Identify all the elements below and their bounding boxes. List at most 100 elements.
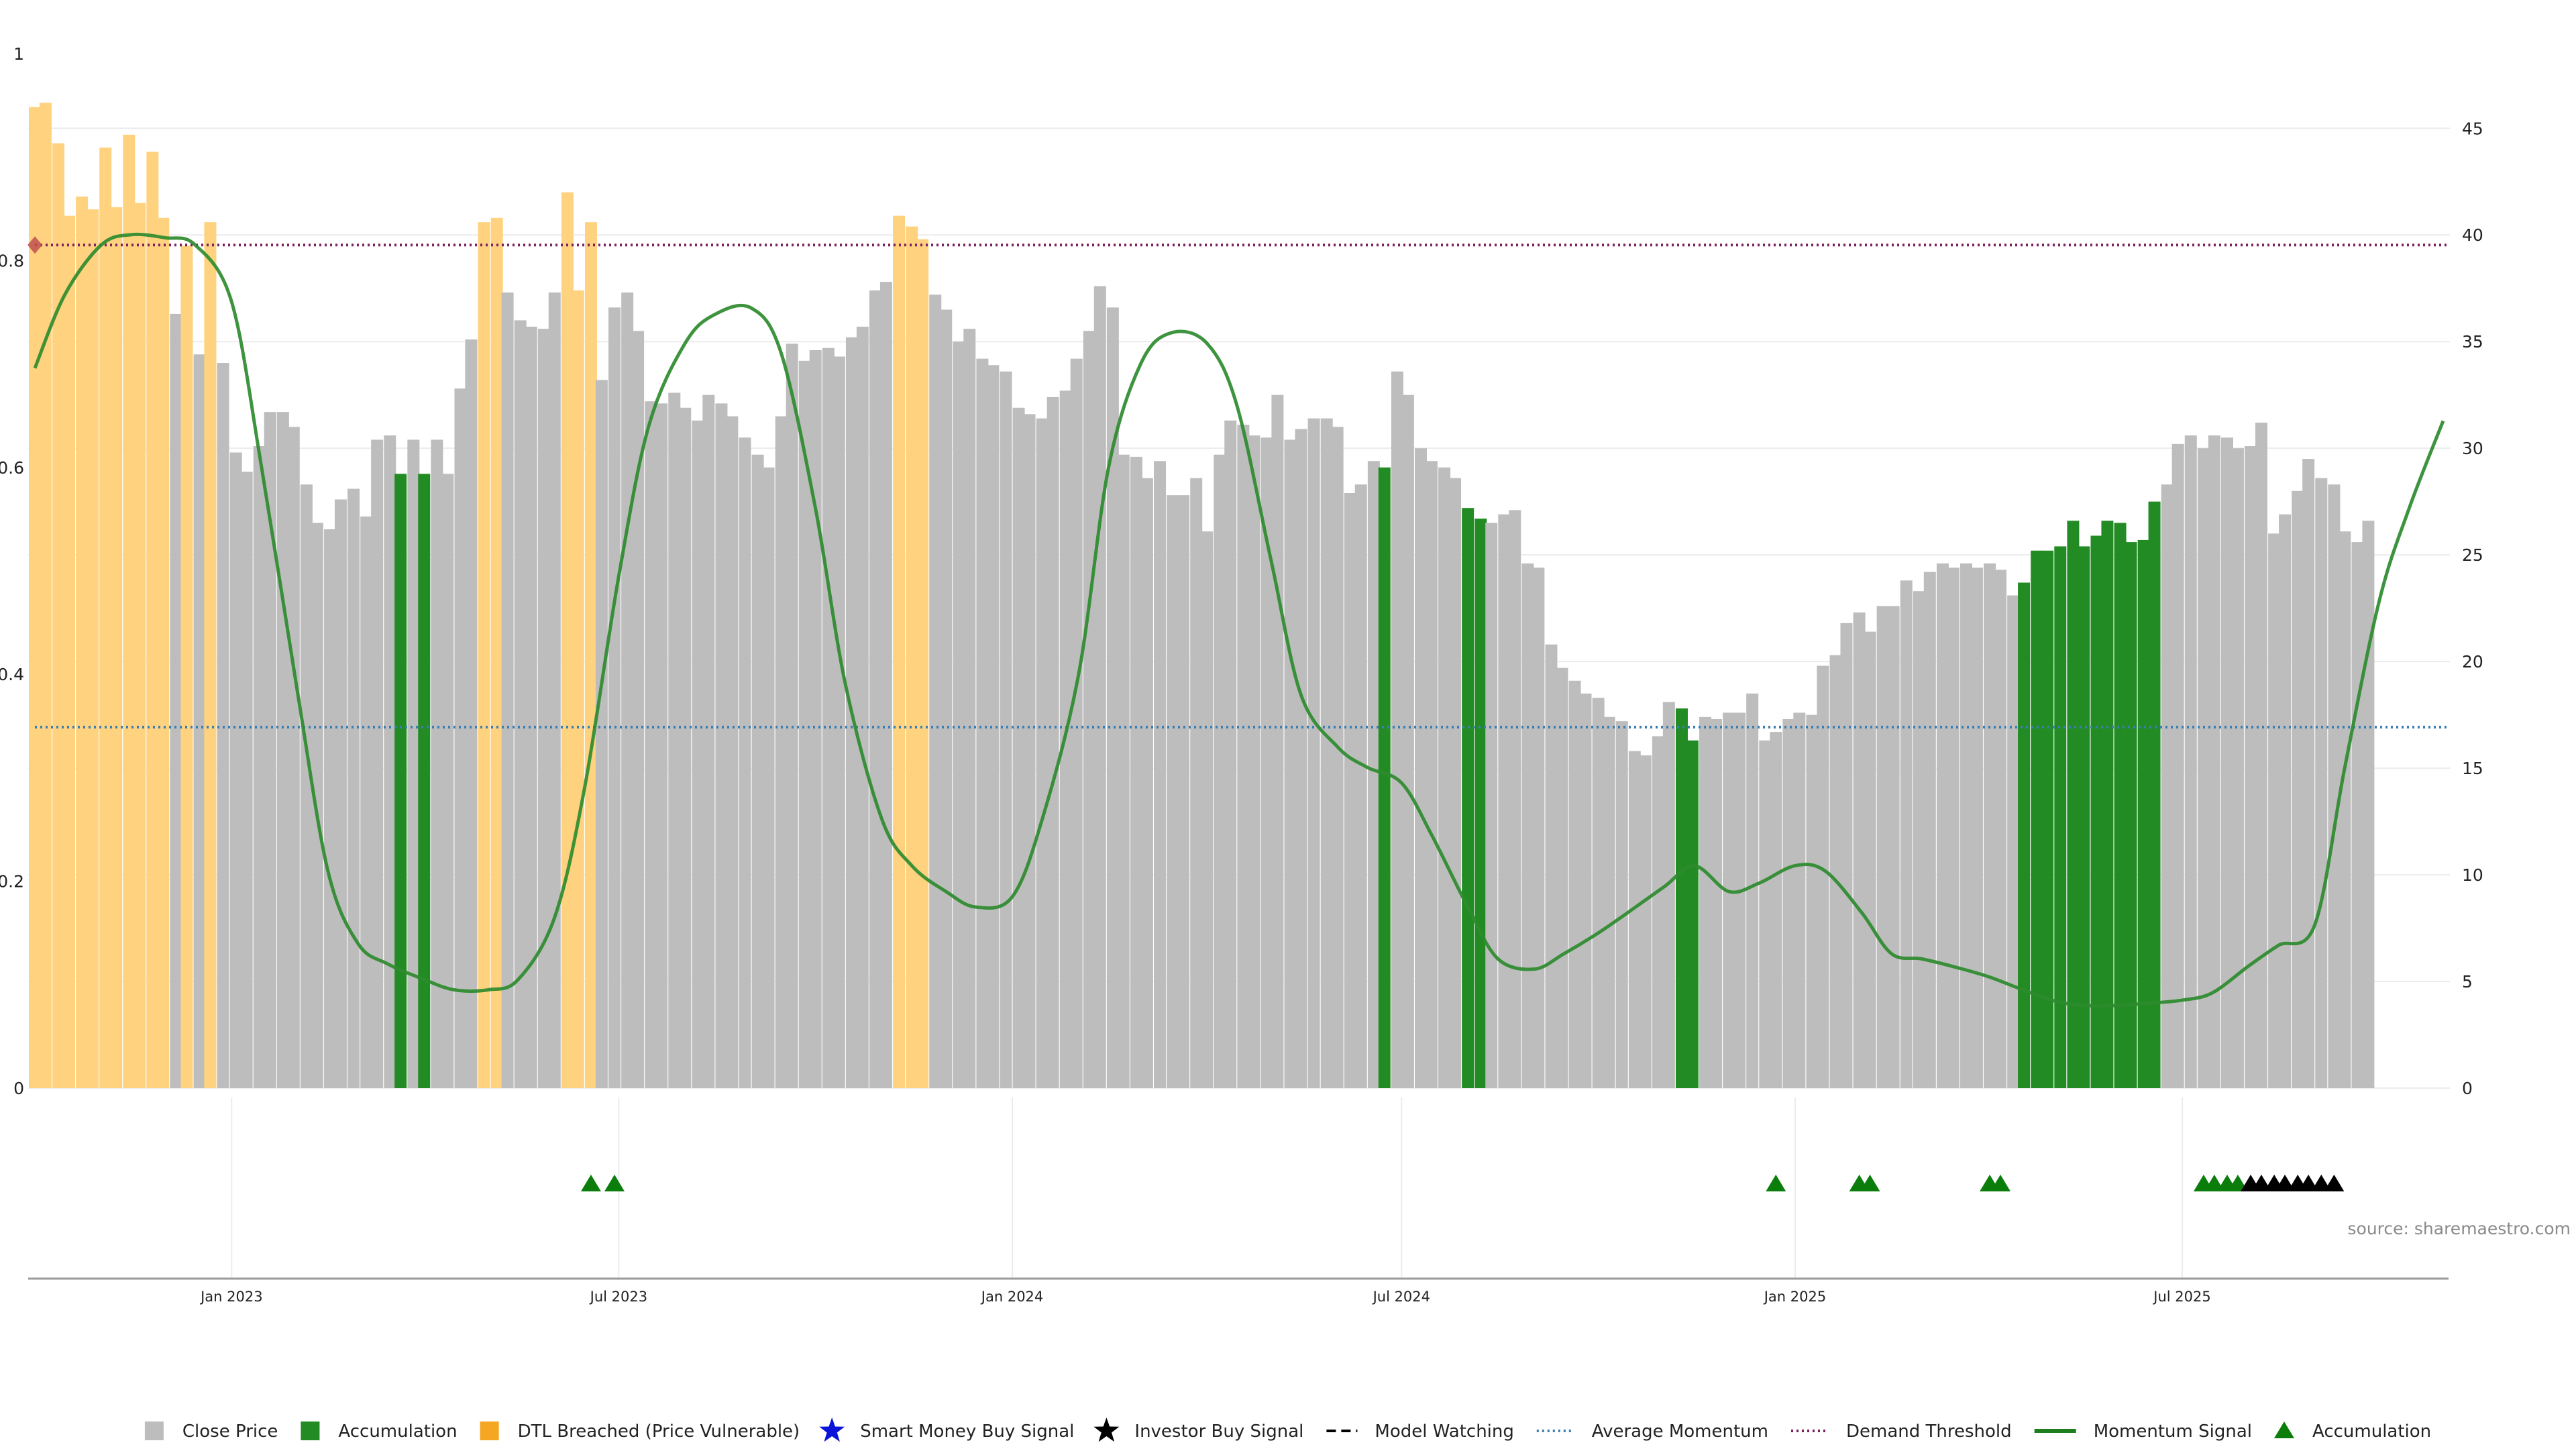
close-price-bar [1793, 712, 1806, 1088]
close-price-bar [1093, 286, 1106, 1088]
close-price-bar [240, 472, 253, 1088]
close-price-bar [1806, 714, 1819, 1088]
close-price-bar [1994, 570, 2007, 1088]
date-tick: Jul 2024 [1372, 1289, 1430, 1305]
right-axis-tick: 0 [2462, 1079, 2473, 1098]
dtl-breached-bar [157, 217, 170, 1088]
close-price-bar [2279, 514, 2292, 1088]
close-price-bar [1154, 461, 1167, 1088]
close-price-bar [2328, 484, 2341, 1088]
accumulation-bar [1378, 467, 1391, 1088]
close-price-bar [537, 329, 550, 1089]
dtl-breached-bar [180, 246, 193, 1089]
dtl-breached-bar [29, 107, 41, 1089]
close-price-bar [2220, 437, 2233, 1088]
close-price-bar [2171, 443, 2184, 1088]
legend-label: Investor Buy Signal [1134, 1421, 1303, 1442]
accumulation-marker [580, 1175, 601, 1191]
close-price-bar [2007, 595, 2020, 1088]
date-tick: Jul 2023 [589, 1289, 647, 1305]
legend-label: Average Momentum [1592, 1421, 1768, 1442]
close-price-bar [1344, 492, 1356, 1088]
legend-item-accum_bar: Accumulation [301, 1421, 458, 1442]
close-price-bar [798, 360, 811, 1088]
close-price-bar [1960, 563, 1973, 1088]
close-price-bar [1070, 358, 1083, 1088]
close-price-bar [2255, 423, 2267, 1088]
close-price-bar [1817, 665, 1829, 1088]
close-price-bar [1509, 510, 1521, 1088]
accumulation-bar [2054, 546, 2067, 1088]
close-price-bar [1615, 721, 1628, 1088]
close-price-bar [1639, 755, 1652, 1088]
close-price-bar [1782, 718, 1795, 1088]
close-price-bar [809, 350, 822, 1088]
close-price-bar [976, 358, 989, 1088]
close-price-bar [384, 435, 396, 1088]
dtl-breached-bar [572, 290, 584, 1088]
close-price-bar [715, 403, 728, 1088]
right-axis-tick: 15 [2462, 759, 2483, 778]
close-price-bar [1425, 461, 1438, 1088]
accumulation-marker [2227, 1175, 2248, 1191]
accumulation-bar [394, 474, 407, 1088]
close-price-bar [431, 439, 443, 1088]
signal-markers [580, 1175, 2345, 1191]
close-price-bar [1485, 523, 1498, 1088]
close-price-bar [856, 326, 869, 1088]
close-price-bar [1391, 371, 1403, 1089]
close-price-bar [2231, 448, 2244, 1088]
legend-item-smart: Smart Money Buy Signal [819, 1417, 1074, 1442]
dtl-breached-bar [204, 222, 217, 1088]
close-price-bar [276, 412, 289, 1088]
investor-buy-marker [2251, 1175, 2271, 1191]
close-price-bar [1592, 698, 1605, 1088]
close-price-bar [323, 529, 336, 1088]
close-price-bar [2362, 521, 2375, 1088]
close-price-bar [1307, 418, 1320, 1088]
close-price-bar [1167, 495, 1179, 1088]
close-price-bar [1449, 478, 1462, 1088]
close-price-bar [1438, 467, 1451, 1088]
right-axis-tick: 25 [2462, 545, 2483, 565]
right-axis-tick: 20 [2462, 652, 2483, 672]
close-price-bar [775, 416, 788, 1088]
close-price-bar [1532, 568, 1545, 1088]
dtl-breached-bar [906, 226, 918, 1088]
legend-symbol [144, 1421, 164, 1440]
close-price-bar [1603, 716, 1615, 1088]
dtl-breached-bar [561, 192, 574, 1088]
close-price-bar [1012, 407, 1025, 1088]
close-price-bar [2268, 533, 2281, 1088]
close-price-bar [1970, 568, 1983, 1088]
close-price-bar [739, 437, 751, 1088]
legend-symbol [2274, 1421, 2294, 1438]
close-price-bar [1887, 606, 1900, 1088]
close-price-bar [679, 407, 692, 1088]
investor-buy-marker [2275, 1175, 2296, 1191]
source-label: source: sharemaestro.com [2348, 1219, 2571, 1238]
close-price-bar [1556, 667, 1568, 1088]
close-price-bar [465, 339, 478, 1088]
right-axis-tick: 40 [2462, 225, 2483, 245]
legend-label: Close Price [182, 1421, 278, 1442]
close-price-bar [287, 427, 300, 1088]
close-price-bar [608, 307, 621, 1088]
close-price-bar [1237, 425, 1250, 1088]
close-price-bar [334, 499, 347, 1088]
dtl-breached-bar [110, 207, 123, 1088]
left-axis-tick: 0 [13, 1079, 24, 1098]
dtl-breached-bar [52, 143, 65, 1088]
close-price-bar [1401, 394, 1414, 1088]
close-price-bar [2339, 531, 2351, 1088]
close-price-bar [229, 452, 242, 1088]
dtl-breached-bar [893, 215, 906, 1088]
price-bars [29, 103, 2375, 1089]
close-price-bar [1746, 693, 1759, 1088]
dtl-breached-bar [490, 217, 503, 1088]
close-price-bar [1320, 418, 1333, 1088]
close-price-bar [1023, 414, 1036, 1088]
date-tick: Jan 2024 [980, 1289, 1044, 1305]
close-price-bar [1913, 591, 1925, 1088]
